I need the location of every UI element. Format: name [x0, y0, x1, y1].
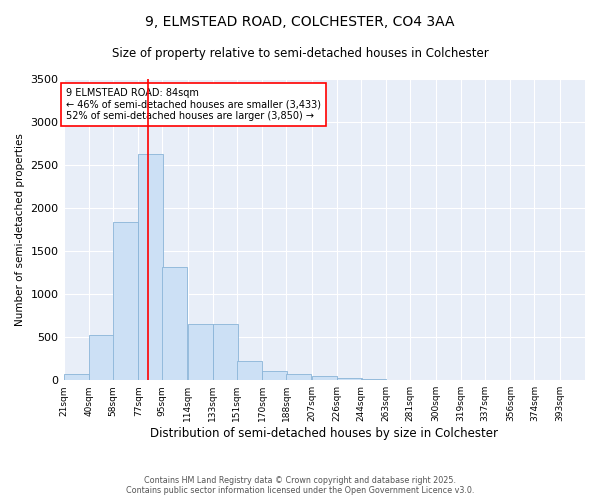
X-axis label: Distribution of semi-detached houses by size in Colchester: Distribution of semi-detached houses by … [150, 427, 498, 440]
Bar [337, 378, 362, 380]
Text: Contains HM Land Registry data © Crown copyright and database right 2025.
Contai: Contains HM Land Registry data © Crown c… [126, 476, 474, 495]
Bar [64, 374, 89, 380]
Text: Size of property relative to semi-detached houses in Colchester: Size of property relative to semi-detach… [112, 48, 488, 60]
Bar [163, 266, 187, 380]
Text: 9, ELMSTEAD ROAD, COLCHESTER, CO4 3AA: 9, ELMSTEAD ROAD, COLCHESTER, CO4 3AA [145, 15, 455, 29]
Bar [286, 374, 311, 380]
Bar [262, 370, 287, 380]
Bar [113, 222, 138, 380]
Bar [213, 324, 238, 380]
Bar [139, 154, 163, 380]
Text: 9 ELMSTEAD ROAD: 84sqm
← 46% of semi-detached houses are smaller (3,433)
52% of : 9 ELMSTEAD ROAD: 84sqm ← 46% of semi-det… [66, 88, 321, 121]
Bar [188, 324, 213, 380]
Bar [312, 376, 337, 380]
Bar [237, 362, 262, 380]
Bar [89, 334, 114, 380]
Y-axis label: Number of semi-detached properties: Number of semi-detached properties [15, 133, 25, 326]
